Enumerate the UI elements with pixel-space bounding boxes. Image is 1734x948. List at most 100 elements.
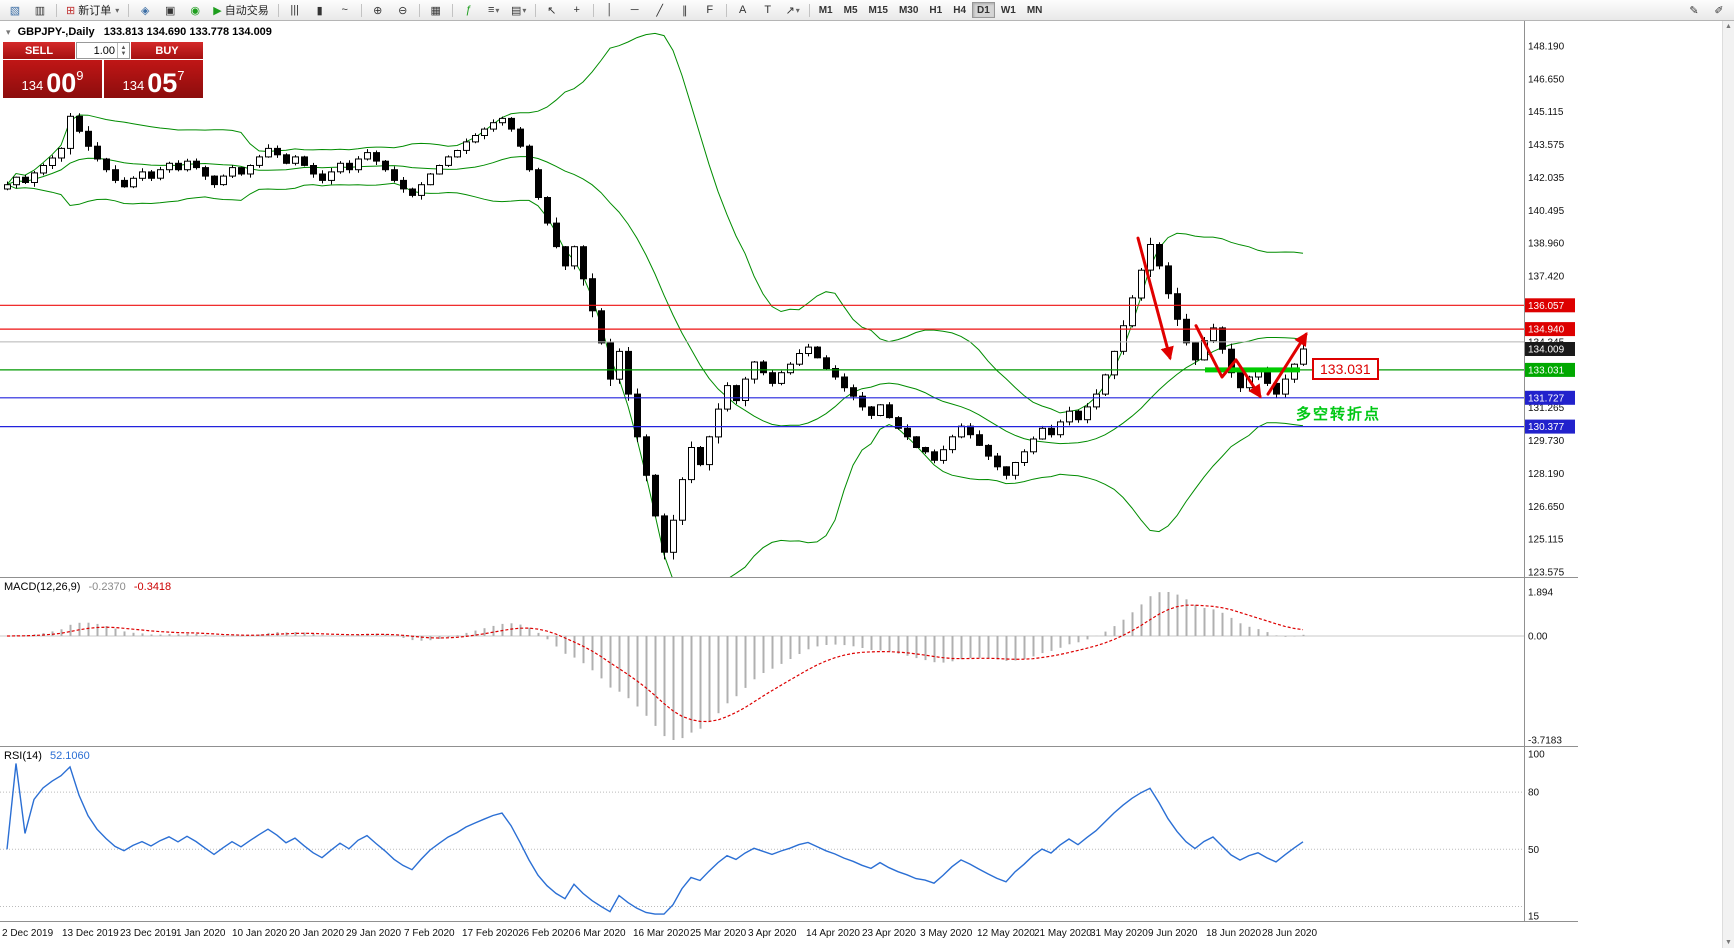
svg-text:25 Mar 2020: 25 Mar 2020 [690, 928, 747, 939]
toolbar-separator [534, 3, 536, 17]
periods-icon[interactable]: ≡ ▾ [482, 2, 506, 19]
bar-chart-glyph: ||| [290, 4, 299, 16]
tile-windows-glyph: ▦ [430, 4, 441, 17]
timeframe-mn[interactable]: MN [1026, 4, 1043, 16]
vertical-line-icon[interactable]: │ [598, 2, 622, 19]
horizontal-line-icon[interactable]: ─ [623, 2, 647, 19]
candlestick-chart-icon[interactable]: ▮ [308, 2, 332, 19]
volume-up-icon[interactable]: ▲ [120, 44, 127, 51]
svg-text:10 Jan 2020: 10 Jan 2020 [232, 928, 287, 939]
scroll-down-icon[interactable]: ▼ [1725, 939, 1732, 946]
hline-glyph: ─ [630, 4, 639, 16]
oneclick-collapse-icon[interactable]: ▾ [6, 27, 11, 37]
svg-text:7 Feb 2020: 7 Feb 2020 [404, 928, 455, 939]
svg-text:126.650: 126.650 [1528, 502, 1565, 513]
timeframe-w1[interactable]: W1 [1000, 4, 1016, 16]
volume-down-icon[interactable]: ▼ [120, 50, 127, 57]
templates-glyph: ▤ [510, 4, 522, 17]
svg-text:134.009: 134.009 [1528, 345, 1565, 356]
channel-glyph: ∥ [681, 4, 688, 17]
svg-text:125.115: 125.115 [1528, 535, 1564, 546]
cursor-icon[interactable]: ↖ [540, 2, 564, 19]
profiles-glyph: ▥ [34, 4, 46, 17]
buy-price-sup: 7 [177, 68, 185, 83]
turning-point-annotation[interactable]: 多空转折点 [1296, 406, 1382, 423]
svg-text:100: 100 [1528, 750, 1545, 761]
history-glyph: ◉ [190, 4, 201, 17]
periods-glyph: ≡ [487, 4, 495, 16]
volume-input[interactable]: 1.00 ▲ ▼ [76, 42, 130, 59]
zoom-in-icon[interactable]: ⊕ [366, 2, 390, 19]
data-window-icon[interactable]: ▣ [158, 2, 182, 19]
timeframe-h4[interactable]: H4 [953, 4, 967, 16]
timeframe-h1[interactable]: H1 [929, 4, 943, 16]
chevron-down-icon: ▾ [495, 5, 500, 15]
new-order-button[interactable]: ⊞ 新订单 ▾ [61, 2, 124, 19]
sell-price-big: 00 [46, 68, 77, 99]
volume-value: 1.00 [93, 44, 115, 57]
svg-text:129.730: 129.730 [1528, 436, 1565, 447]
new-order-icon: ⊞ [66, 4, 76, 17]
pencil-icon[interactable]: ✎ [1682, 2, 1706, 19]
buy-price-big: 05 [147, 68, 178, 99]
sell-price-sup: 9 [76, 68, 84, 83]
main-toolbar: ▧ ▥ ⊞ 新订单 ▾ ◈ ▣ ◉ ▶ 自动交易 ||| ▮ ~ ⊕ ⊖ ▦ ƒ… [0, 0, 1734, 21]
toolbar-separator [56, 3, 57, 17]
crosshair-icon[interactable]: + [565, 2, 589, 19]
svg-text:133.031: 133.031 [1528, 365, 1565, 376]
svg-text:137.420: 137.420 [1528, 272, 1565, 283]
symbol-period-label: GBPJPY-,Daily [17, 26, 95, 38]
templates-icon[interactable]: ▤ ▾ [507, 2, 531, 19]
indicators-icon[interactable]: ƒ [457, 2, 481, 19]
timeframe-m15[interactable]: M15 [868, 4, 888, 16]
sell-button[interactable]: SELL [3, 42, 75, 59]
line-chart-icon[interactable]: ~ [333, 2, 357, 19]
rsi-name: RSI(14) [4, 750, 42, 762]
tile-windows-icon[interactable]: ▦ [424, 2, 448, 19]
chevron-down-icon: ▾ [522, 5, 527, 15]
svg-text:140.495: 140.495 [1528, 206, 1565, 217]
trendline-icon[interactable]: ╱ [648, 2, 672, 19]
chevron-down-icon: ▾ [115, 5, 120, 15]
svg-text:138.960: 138.960 [1528, 239, 1565, 250]
autotrading-button[interactable]: ▶ 自动交易 [208, 2, 273, 19]
svg-text:9 Jun 2020: 9 Jun 2020 [1148, 928, 1198, 939]
scroll-up-icon[interactable]: ▲ [1725, 23, 1732, 30]
svg-text:12 May 2020: 12 May 2020 [977, 928, 1035, 939]
price-level-annotation[interactable]: 133.031 [1312, 358, 1379, 380]
timeframe-m1[interactable]: M1 [818, 4, 833, 16]
new-chart-icon[interactable]: ▧ [3, 2, 27, 19]
svg-text:3 May 2020: 3 May 2020 [920, 928, 973, 939]
channel-icon[interactable]: ∥ [673, 2, 697, 19]
navigator-icon[interactable]: ◈ [133, 2, 157, 19]
bar-chart-icon[interactable]: ||| [283, 2, 307, 19]
timeframe-m30[interactable]: M30 [898, 4, 919, 16]
svg-text:143.575: 143.575 [1528, 140, 1565, 151]
profiles-icon[interactable]: ▥ [28, 2, 52, 19]
svg-text:130.377: 130.377 [1528, 422, 1565, 433]
sell-price-panel[interactable]: 134 00 9 [3, 60, 102, 98]
timeframe-d1[interactable]: D1 [972, 2, 995, 18]
svg-text:142.035: 142.035 [1528, 173, 1565, 184]
zoom-out-icon[interactable]: ⊖ [391, 2, 415, 19]
rsi-value: 52.1060 [49, 750, 90, 762]
history-center-icon[interactable]: ◉ [183, 2, 207, 19]
text-label-icon[interactable]: T [756, 2, 780, 19]
macd-main-value: -0.2370 [88, 581, 126, 593]
buy-price-prefix: 134 [122, 78, 145, 93]
text-icon[interactable]: A [731, 2, 755, 19]
zoom-in-glyph: ⊕ [373, 4, 383, 17]
svg-text:23 Apr 2020: 23 Apr 2020 [862, 928, 916, 939]
fibonacci-icon[interactable]: F [698, 2, 722, 19]
buy-price-panel[interactable]: 134 05 7 [104, 60, 203, 98]
arrow-tool-icon[interactable]: ↗ ▾ [781, 2, 805, 19]
buy-button[interactable]: BUY [131, 42, 203, 59]
label-glyph: T [764, 4, 772, 16]
timeframe-m5[interactable]: M5 [843, 4, 858, 16]
toolbar-separator [451, 3, 453, 17]
svg-text:3 Apr 2020: 3 Apr 2020 [748, 928, 797, 939]
pen-icon[interactable]: ✐ [1707, 2, 1731, 19]
vertical-scrollbar[interactable]: ▲ ▼ [1722, 21, 1734, 948]
